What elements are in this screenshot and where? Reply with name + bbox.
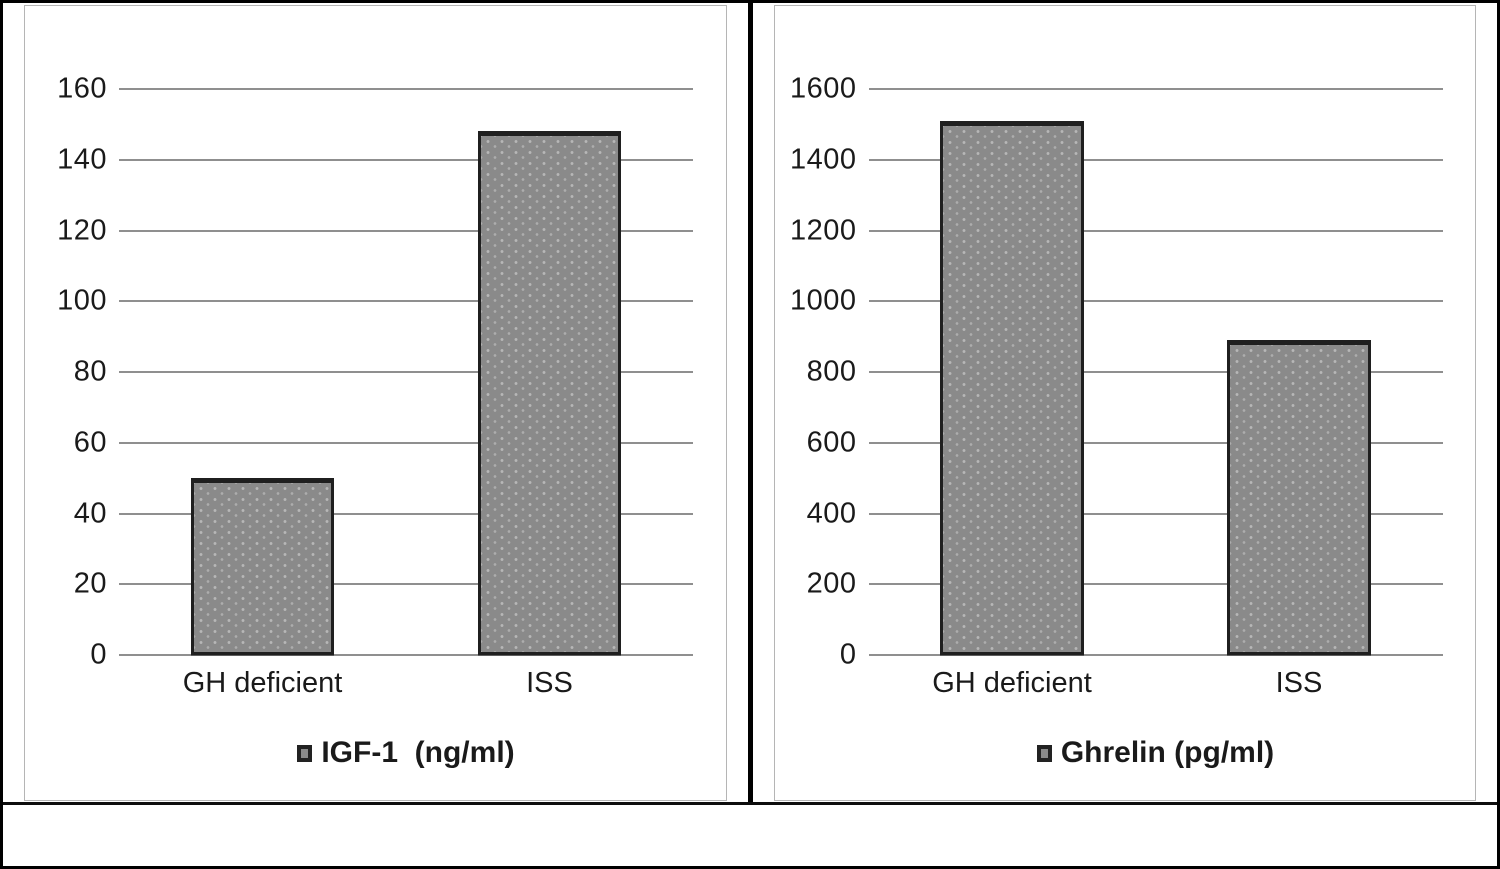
- gridline-y-600: [868, 441, 1443, 444]
- legend: IGF-1 (ng/ml): [119, 736, 693, 770]
- gridline-y-40: [119, 512, 693, 515]
- panel-divider: [747, 3, 753, 802]
- x-axis-labels: GH deficient ISS: [869, 667, 1443, 707]
- chart-panel-igf1: 0 20 40 60 80 100 120 140 160 GH deficient ISS IG…: [3, 3, 748, 802]
- gridline-y-100: [119, 300, 693, 303]
- y-tick-label: 40: [73, 497, 107, 529]
- x-category-label-gh-deficient: GH deficient: [932, 667, 1092, 699]
- y-tick-label: 100: [57, 284, 107, 317]
- x-category-label-iss: ISS: [526, 667, 573, 699]
- bottom-empty-strip: [3, 805, 1497, 866]
- gridline-y-400: [868, 512, 1443, 515]
- legend-marker-icon: [297, 744, 313, 762]
- legend-label: Ghrelin (pg/ml): [1060, 736, 1275, 769]
- y-tick-label: 400: [806, 497, 857, 529]
- y-tick-label: 140: [57, 143, 107, 176]
- y-tick-label: 0: [90, 638, 107, 671]
- chart-panel-ghrelin: 0 200 400 600 800 1000 1200 1400 1600 GH deficie…: [752, 3, 1497, 802]
- gridline-y-120: [119, 229, 693, 232]
- y-tick-label: 1000: [789, 284, 857, 317]
- x-category-label-iss: ISS: [1275, 667, 1323, 699]
- plot-area: [119, 88, 693, 656]
- y-tick-label: 20: [73, 567, 107, 600]
- x-axis-labels: GH deficient ISS: [119, 667, 693, 707]
- y-tick-label: 120: [57, 214, 107, 246]
- bar-iss: [1227, 340, 1371, 655]
- bar-gh-deficient: [940, 120, 1084, 655]
- gridline-y-140: [119, 158, 693, 161]
- x-category-label-gh-deficient: GH deficient: [182, 667, 343, 699]
- y-tick-label: 0: [839, 638, 857, 671]
- legend-marker-icon: [1036, 744, 1052, 762]
- gridline-y-800: [868, 371, 1443, 373]
- y-tick-label: 80: [73, 355, 107, 388]
- gridline-y-200: [868, 583, 1443, 586]
- y-tick-label: 160: [57, 72, 107, 105]
- y-tick-label: 60: [73, 426, 107, 459]
- y-tick-label: 200: [806, 567, 857, 600]
- gridline-y-20: [119, 583, 693, 586]
- y-tick-label: 1200: [789, 214, 857, 246]
- gridline-y-0: [119, 654, 693, 656]
- gridline-y-1000: [868, 300, 1443, 303]
- gridline-y-1400: [868, 158, 1443, 161]
- gridline-y-80: [119, 371, 693, 373]
- gridline-y-1600: [868, 88, 1443, 90]
- legend-label: IGF-1 (ng/ml): [321, 736, 515, 769]
- y-tick-label: 1400: [789, 143, 857, 176]
- gridline-y-160: [119, 88, 693, 90]
- y-tick-label: 1600: [789, 72, 857, 105]
- horizontal-separator: [3, 802, 1497, 805]
- y-axis-labels: 0 200 400 600 800 1000 1200 1400 1600: [753, 73, 857, 671]
- gridline-y-60: [119, 441, 693, 444]
- bar-gh-deficient: [190, 478, 335, 655]
- y-tick-label: 600: [806, 426, 857, 459]
- gridline-y-0: [868, 654, 1443, 656]
- plot-area: [868, 88, 1443, 656]
- bar-iss: [477, 131, 622, 655]
- charts-row: 0 20 40 60 80 100 120 140 160 GH deficient ISS IG…: [3, 3, 1497, 802]
- y-axis-labels: 0 20 40 60 80 100 120 140 160: [3, 73, 107, 671]
- y-tick-label: 800: [806, 355, 857, 388]
- gridline-y-1200: [868, 229, 1443, 232]
- legend: Ghrelin (pg/ml): [869, 736, 1443, 770]
